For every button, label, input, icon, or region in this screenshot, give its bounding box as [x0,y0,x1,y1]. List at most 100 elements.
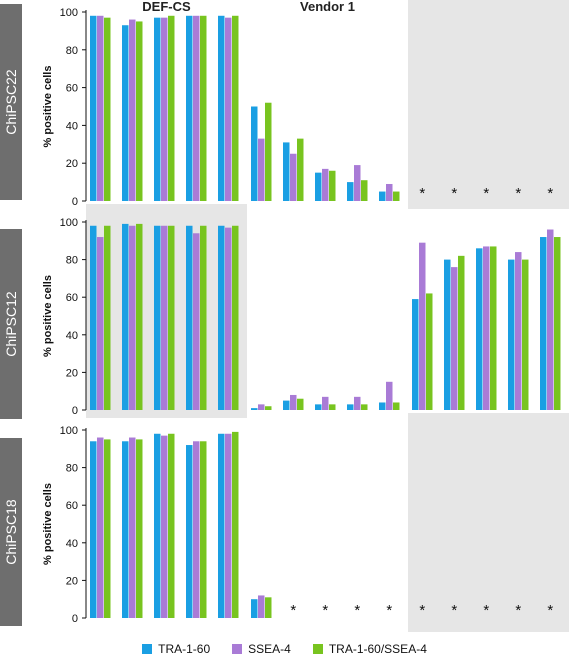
bar-1-2-4-0 [540,237,547,410]
bar-1-1-3-1 [354,396,361,410]
bar-2-0-0-2 [104,439,111,618]
bar-1-2-3-0 [508,259,515,410]
bar-2-0-3-0 [186,445,193,618]
y-tick-label-2-5: 100 [60,425,78,437]
legend: TRA-1-60 SSEA-4 TRA-1-60/SSEA-4 [0,640,569,658]
bar-1-1-0-2 [265,406,272,410]
column-title-0: DEF-CS [142,0,191,14]
bar-1-1-1-0 [283,400,290,410]
bar-0-1-0-2 [265,102,272,201]
y-tick-label-2-2: 40 [66,538,78,550]
bar-0-0-2-0 [154,17,161,202]
legend-label-tra-1-60: TRA-1-60 [158,642,211,656]
row-label-box-2 [0,438,22,626]
bar-1-1-4-2 [393,402,400,410]
missing-marker-2-2-1: * [451,602,457,619]
bar-1-2-1-0 [444,259,451,410]
bar-2-0-4-0 [218,433,225,618]
row-label-0: ChiPSC22 [3,69,19,135]
bar-0-1-2-2 [329,170,336,201]
legend-item-double-positive: TRA-1-60/SSEA-4 [312,640,427,658]
y-axis-label-1: % positive cells [42,275,54,357]
y-tick-label-1-4: 80 [66,255,78,267]
bar-1-0-2-0 [154,225,161,410]
bar-1-1-2-0 [315,404,322,410]
y-tick-label-2-3: 60 [66,500,78,512]
bar-0-1-0-1 [258,138,265,201]
bar-2-0-0-1 [97,437,104,618]
bar-0-1-1-1 [290,153,297,201]
bar-1-0-2-2 [168,225,175,410]
y-tick-label-2-0: 0 [72,613,78,625]
bar-0-0-0-1 [97,15,104,202]
bar-1-2-0-1 [419,242,426,410]
missing-marker-2-1-3: * [354,602,360,619]
bar-0-0-4-1 [225,17,232,202]
legend-swatch-double-positive [312,644,323,654]
bar-2-0-3-2 [200,441,207,618]
y-tick-label-1-2: 40 [66,330,78,342]
missing-marker-2-2-4: * [547,602,553,619]
missing-marker-2-1-2: * [322,602,328,619]
bar-2-0-2-2 [168,433,175,618]
bar-0-1-0-0 [251,106,258,201]
bar-0-0-3-1 [193,15,200,202]
bar-0-1-4-1 [386,183,393,201]
bar-1-0-4-0 [218,225,225,410]
bar-0-0-0-0 [90,15,97,202]
row-label-box-1 [0,229,22,419]
missing-marker-0-2-3: * [515,185,521,202]
bar-0-1-4-0 [379,191,386,201]
bar-1-1-0-1 [258,404,265,410]
bar-1-2-1-2 [458,255,465,410]
bar-2-0-1-2 [136,439,143,618]
bar-1-1-1-1 [290,394,297,410]
missing-marker-2-1-4: * [386,602,392,619]
missing-marker-2-2-3: * [515,602,521,619]
bar-0-0-1-0 [122,25,129,202]
bar-1-0-4-1 [225,227,232,410]
bar-1-1-2-2 [329,404,336,410]
y-tick-label-1-0: 0 [72,405,78,417]
bar-0-1-3-1 [354,165,361,201]
bar-0-1-1-0 [283,142,290,201]
bar-1-0-3-1 [193,233,200,410]
legend-item-ssea-4: SSEA-4 [232,640,291,658]
bar-1-2-2-1 [483,246,490,410]
bar-2-0-4-2 [232,431,239,618]
bar-2-0-1-1 [129,437,136,618]
bar-0-1-3-0 [347,182,354,201]
bar-1-2-3-1 [515,252,522,410]
legend-label-double-positive: TRA-1-60/SSEA-4 [328,642,427,656]
bar-1-0-1-2 [136,223,143,410]
bar-1-1-4-0 [379,402,386,410]
y-axis-label-0: % positive cells [42,66,54,148]
bar-1-1-3-2 [361,404,368,410]
bar-1-2-4-2 [554,237,561,410]
bar-0-1-2-0 [315,172,322,201]
bar-1-2-0-2 [426,293,433,410]
y-tick-label-0-0: 0 [72,196,78,208]
y-tick-label-0-1: 20 [66,158,78,170]
bar-1-0-0-1 [97,237,104,410]
bar-0-1-1-2 [297,138,304,201]
bar-0-1-2-1 [322,168,329,201]
bar-1-0-3-0 [186,225,193,410]
bar-1-2-3-2 [522,259,529,410]
bar-1-1-4-1 [386,381,393,410]
y-tick-label-0-2: 40 [66,120,78,132]
bar-0-1-3-2 [361,180,368,201]
bar-0-0-4-0 [218,15,225,202]
bar-0-0-4-2 [232,15,239,202]
missing-marker-2-2-0: * [419,602,425,619]
missing-marker-2-2-2: * [483,602,489,619]
panel-shade-2-2 [408,413,569,632]
bar-1-1-1-2 [297,398,304,410]
bar-1-2-2-2 [490,246,497,410]
y-tick-label-1-5: 100 [60,217,78,229]
y-tick-label-2-1: 20 [66,575,78,587]
y-tick-label-2-4: 80 [66,463,78,475]
row-label-2: ChiPSC18 [3,499,19,565]
legend-swatch-ssea-4 [232,644,243,654]
